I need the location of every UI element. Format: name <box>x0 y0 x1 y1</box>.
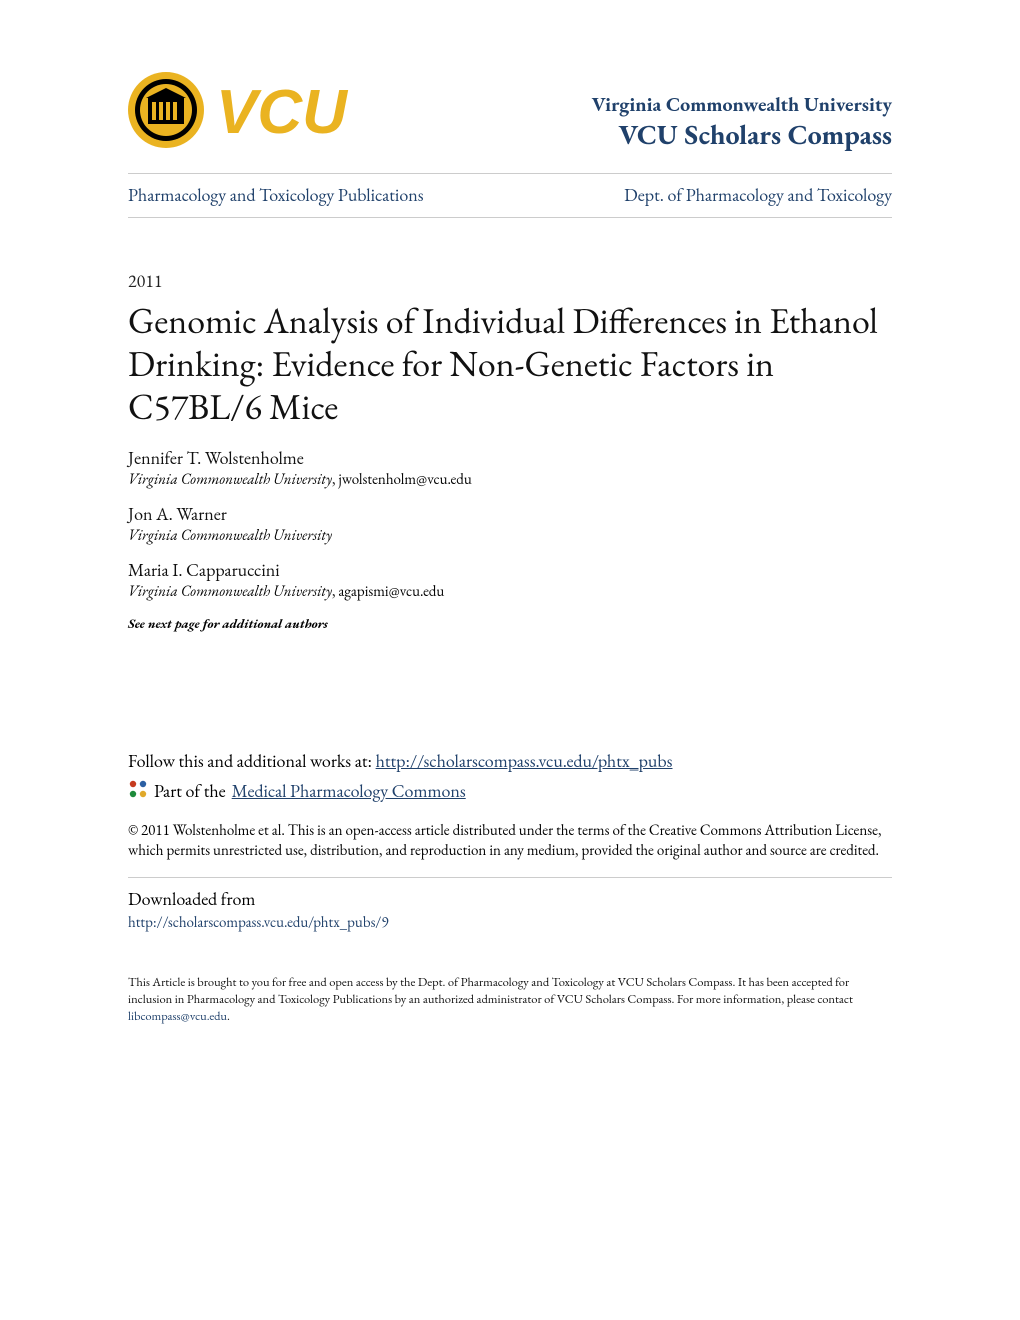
institution-title-block: Virginia Commonwealth University VCU Sch… <box>592 91 892 153</box>
department-link[interactable]: Dept. of Pharmacology and Toxicology <box>624 184 892 207</box>
logo-block: VCU <box>128 72 347 153</box>
footer-text-after: . <box>227 1007 230 1024</box>
affil-italic: Virginia Commonwealth University <box>128 470 332 489</box>
downloaded-label: Downloaded from <box>128 888 892 911</box>
follow-prefix: Follow this and additional works at: <box>128 750 376 773</box>
divider <box>128 877 892 878</box>
affil-extra: , jwolstenholm@vcu.edu <box>332 470 472 489</box>
follow-block: Follow this and additional works at: htt… <box>128 750 892 773</box>
network-icon <box>128 779 148 805</box>
author-name: Jennifer T. Wolstenholme <box>128 447 892 470</box>
author-affiliation: Virginia Commonwealth University, jwolst… <box>128 470 892 489</box>
footer-note: This Article is brought to you for free … <box>128 974 892 1025</box>
article-title: Genomic Analysis of Individual Differenc… <box>128 299 892 429</box>
footer-text-before: This Article is brought to you for free … <box>128 973 853 1007</box>
vcu-logo-text: VCU <box>216 77 347 148</box>
part-of-row: Part of the Medical Pharmacology Commons <box>128 779 892 805</box>
author-entry: Jennifer T. Wolstenholme Virginia Common… <box>128 447 892 489</box>
author-entry: Maria I. Capparuccini Virginia Commonwea… <box>128 559 892 601</box>
part-of-prefix: Part of the <box>154 780 226 803</box>
more-authors-note: See next page for additional authors <box>128 615 892 632</box>
license-text: © 2011 Wolstenholme et al. This is an op… <box>128 821 892 862</box>
header-row: VCU Virginia Commonwealth University VCU… <box>128 72 892 153</box>
publication-year: 2011 <box>128 270 892 293</box>
publications-link[interactable]: Pharmacology and Toxicology Publications <box>128 184 424 207</box>
page-container: VCU Virginia Commonwealth University VCU… <box>0 0 1020 1065</box>
author-affiliation: Virginia Commonwealth University, agapis… <box>128 582 892 601</box>
vcu-seal-icon <box>128 72 204 153</box>
affil-extra: , agapismi@vcu.edu <box>332 582 444 601</box>
authors-list: Jennifer T. Wolstenholme Virginia Common… <box>128 447 892 632</box>
author-name: Maria I. Capparuccini <box>128 559 892 582</box>
affil-italic: Virginia Commonwealth University <box>128 526 332 545</box>
author-entry: Jon A. Warner Virginia Commonwealth Univ… <box>128 503 892 545</box>
breadcrumb-row: Pharmacology and Toxicology Publications… <box>128 173 892 218</box>
compass-name: VCU Scholars Compass <box>592 117 892 153</box>
author-affiliation: Virginia Commonwealth University <box>128 526 892 545</box>
contact-email-link[interactable]: libcompass@vcu.edu <box>128 1007 227 1024</box>
downloaded-from-link[interactable]: http://scholarscompass.vcu.edu/phtx_pubs… <box>128 913 389 932</box>
university-name: Virginia Commonwealth University <box>592 91 892 117</box>
commons-link[interactable]: Medical Pharmacology Commons <box>232 780 466 803</box>
follow-works-link[interactable]: http://scholarscompass.vcu.edu/phtx_pubs <box>376 750 673 773</box>
affil-italic: Virginia Commonwealth University <box>128 582 332 601</box>
author-name: Jon A. Warner <box>128 503 892 526</box>
